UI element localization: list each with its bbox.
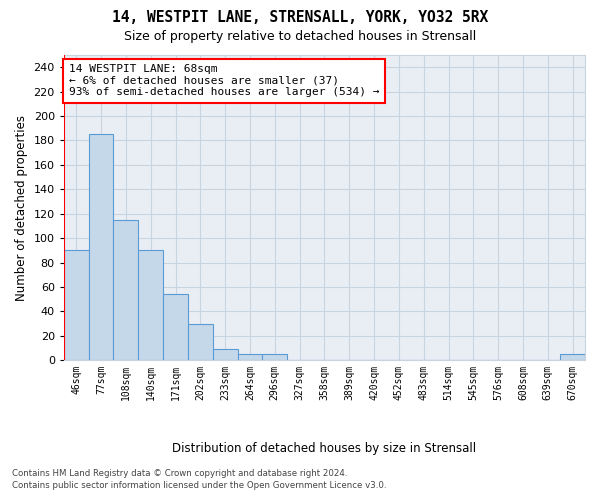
Text: 14 WESTPIT LANE: 68sqm
← 6% of detached houses are smaller (37)
93% of semi-deta: 14 WESTPIT LANE: 68sqm ← 6% of detached … — [69, 64, 380, 98]
Text: Size of property relative to detached houses in Strensall: Size of property relative to detached ho… — [124, 30, 476, 43]
Bar — [262, 354, 287, 360]
X-axis label: Distribution of detached houses by size in Strensall: Distribution of detached houses by size … — [172, 442, 476, 455]
Text: Contains HM Land Registry data © Crown copyright and database right 2024.
Contai: Contains HM Land Registry data © Crown c… — [12, 468, 386, 490]
Bar — [163, 294, 188, 360]
Bar — [188, 324, 213, 360]
Bar — [64, 250, 89, 360]
Bar — [560, 354, 585, 360]
Bar — [89, 134, 113, 360]
Bar — [138, 250, 163, 360]
Bar — [238, 354, 262, 360]
Bar — [113, 220, 138, 360]
Text: 14, WESTPIT LANE, STRENSALL, YORK, YO32 5RX: 14, WESTPIT LANE, STRENSALL, YORK, YO32 … — [112, 10, 488, 25]
Y-axis label: Number of detached properties: Number of detached properties — [15, 114, 28, 300]
Bar — [213, 349, 238, 360]
